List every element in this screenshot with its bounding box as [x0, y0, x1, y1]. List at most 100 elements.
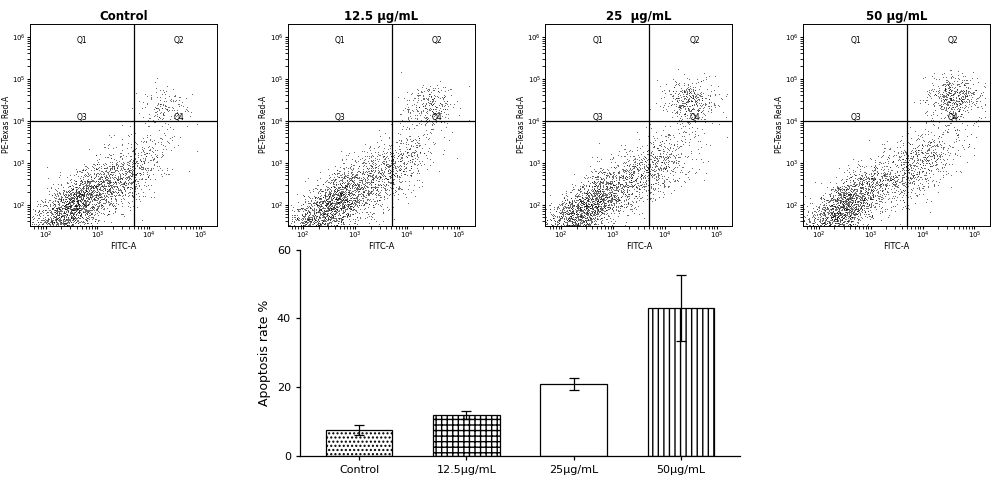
Point	[322, 200, 338, 208]
Point	[848, 210, 864, 218]
Point	[646, 143, 662, 150]
Point	[413, 107, 429, 115]
Point	[860, 191, 876, 198]
Point	[914, 156, 930, 164]
Point	[830, 186, 846, 193]
Point	[351, 190, 367, 197]
Point	[313, 222, 329, 229]
Point	[150, 105, 166, 112]
Point	[839, 205, 855, 213]
Point	[370, 162, 386, 170]
Point	[577, 222, 593, 229]
Point	[77, 207, 93, 215]
Point	[946, 123, 962, 131]
Point	[391, 136, 407, 144]
Point	[813, 194, 829, 202]
Point	[582, 222, 598, 229]
Point	[885, 202, 901, 210]
Point	[691, 104, 707, 111]
Point	[595, 209, 611, 216]
Point	[648, 154, 664, 162]
Point	[953, 168, 969, 175]
Point	[663, 150, 679, 158]
Point	[408, 121, 424, 129]
Point	[841, 216, 857, 224]
Point	[645, 171, 661, 179]
Point	[840, 222, 856, 229]
Point	[669, 108, 685, 116]
Point	[337, 183, 353, 191]
Point	[76, 190, 92, 197]
Point	[585, 180, 601, 187]
Point	[379, 175, 395, 183]
Point	[646, 167, 662, 175]
Point	[328, 194, 344, 202]
Point	[134, 163, 150, 171]
Point	[569, 221, 585, 228]
Point	[78, 199, 94, 207]
Point	[70, 200, 86, 207]
Point	[636, 172, 652, 180]
Point	[877, 180, 893, 188]
Point	[564, 200, 580, 208]
Point	[624, 205, 640, 213]
Point	[349, 199, 365, 206]
Point	[886, 181, 902, 189]
Point	[588, 167, 604, 175]
Point	[570, 222, 586, 229]
Point	[327, 207, 343, 215]
Point	[873, 180, 889, 188]
Point	[961, 140, 977, 147]
Point	[53, 212, 69, 220]
Point	[424, 108, 440, 115]
Point	[850, 197, 866, 205]
Text: Q1: Q1	[850, 36, 861, 45]
Point	[411, 139, 427, 147]
Point	[592, 202, 608, 210]
Point	[560, 215, 576, 223]
Point	[820, 222, 836, 229]
Point	[368, 192, 384, 199]
Point	[845, 198, 861, 205]
Point	[861, 176, 877, 183]
Point	[322, 214, 338, 221]
Point	[836, 168, 852, 176]
Point	[65, 210, 81, 218]
Point	[58, 220, 74, 228]
Point	[598, 210, 614, 218]
Point	[538, 220, 554, 228]
Point	[345, 177, 361, 185]
Point	[319, 202, 335, 209]
Point	[934, 70, 950, 78]
Point	[85, 192, 101, 200]
Point	[579, 213, 595, 221]
Point	[125, 192, 141, 200]
Point	[338, 172, 354, 180]
Point	[575, 208, 591, 216]
Point	[539, 216, 555, 224]
Point	[619, 202, 635, 210]
Point	[348, 181, 364, 189]
Point	[858, 169, 874, 177]
Point	[563, 214, 579, 222]
Point	[570, 220, 586, 228]
Point	[577, 203, 593, 210]
Point	[109, 183, 125, 191]
Point	[808, 222, 824, 229]
Point	[328, 200, 344, 207]
Point	[33, 216, 49, 224]
Point	[824, 222, 840, 229]
Point	[869, 167, 885, 175]
Point	[64, 213, 80, 220]
Point	[333, 190, 349, 197]
Point	[560, 210, 576, 217]
Point	[93, 165, 109, 172]
Point	[568, 206, 584, 214]
Point	[797, 192, 813, 200]
Point	[596, 194, 612, 202]
Point	[808, 208, 824, 216]
Point	[861, 182, 877, 190]
Point	[828, 204, 844, 212]
Point	[95, 177, 111, 185]
Point	[848, 191, 864, 199]
